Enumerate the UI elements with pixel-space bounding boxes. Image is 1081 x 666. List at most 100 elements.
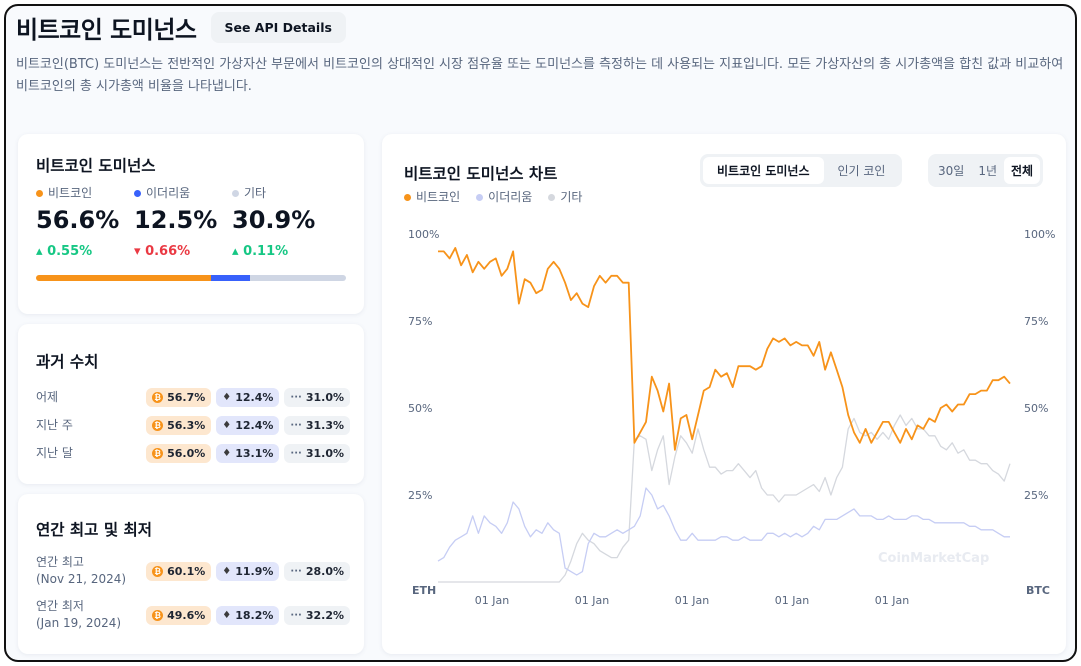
other-change-value: 0.11% — [243, 244, 289, 259]
see-api-details-button[interactable]: See API Details — [210, 12, 346, 43]
bitcoin-icon: ₿ — [152, 392, 164, 403]
legend-btc-label: 비트코인 — [48, 186, 93, 200]
btc-change-value: 0.55% — [47, 244, 93, 259]
eth-pill-value: 13.1% — [235, 447, 274, 460]
more-icon: ··· — [290, 609, 302, 621]
other-dot-icon — [548, 194, 556, 201]
y-tick-label-left: 75% — [408, 315, 432, 328]
bitcoin-icon: ₿ — [152, 565, 164, 577]
range-tab-group: 30일 1년 전체 — [928, 154, 1044, 187]
eth-pill-value: 18.2% — [235, 608, 274, 622]
ethereum-icon: ♦ — [222, 565, 232, 577]
other-pill: ··· 31.0% — [284, 444, 350, 463]
other-pill-value: 32.2% — [305, 608, 344, 622]
history-row: 지난 달 ₿ 56.0% ♦ 13.1% ··· 31.0% — [36, 444, 350, 463]
btc-pill: ₿ 56.3% — [146, 416, 212, 435]
x-tick-label: 01 Jan — [875, 594, 909, 607]
chart-legend-btc: 비트코인 — [404, 188, 460, 205]
chart-legend-other-label: 기타 — [560, 190, 583, 204]
caret-down-icon: ▾ — [134, 244, 146, 259]
chart-card: 비트코인 도미넌스 차트 비트코인 도미넌스 인기 코인 30일 1년 전체 비… — [382, 134, 1066, 654]
eth-pill-value: 12.4% — [235, 419, 274, 432]
eth-dot-icon — [134, 190, 141, 197]
page-description: 비트코인(BTC) 도미넌스는 전반적인 가상자산 부문에서 비트코인의 상대적… — [16, 57, 1064, 94]
other-change: ▴ 0.11% — [232, 244, 330, 259]
other-dot-icon — [232, 190, 239, 197]
range-30d[interactable]: 30일 — [938, 164, 965, 178]
dominance-card: 비트코인 도미넌스 비트코인 이더리움 기타 56.6% 12.5% 30.9%… — [18, 134, 364, 314]
range-all[interactable]: 전체 — [1004, 157, 1041, 184]
yearly-card: 연간 최고 및 최저 연간 최고 (Nov 21, 2024) ₿ 60.1% ♦ 1… — [18, 494, 364, 654]
dominance-chart[interactable]: 100% 100% 75% 75% 50% 50% 25% 25% ETH BTC 01 Jan 01… — [382, 134, 1066, 654]
eth-dot-icon — [476, 194, 484, 201]
chart-tab-group: 비트코인 도미넌스 인기 코인 — [700, 154, 903, 187]
legend-other-label: 기타 — [244, 186, 267, 200]
dominance-card-title: 비트코인 도미넌스 — [36, 157, 156, 175]
ethereum-icon: ♦ — [222, 609, 232, 621]
eth-pill: ♦ 12.4% — [216, 416, 280, 435]
btc-pill: ₿ 49.6% — [146, 605, 212, 625]
chart-legend-eth-label: 이더리움 — [488, 190, 533, 204]
eth-pill: ♦ 18.2% — [216, 605, 280, 625]
other-pill-value: 31.0% — [305, 447, 344, 460]
y-tick-label-right: 25% — [1024, 489, 1048, 502]
tab-bitcoin-dominance[interactable]: 비트코인 도미넌스 — [703, 157, 824, 184]
btc-share-segment — [36, 275, 212, 281]
eth-pill-value: 11.9% — [235, 564, 274, 578]
dominance-share-bar — [36, 275, 346, 281]
btc-dominance-value: 56.6% — [36, 206, 120, 234]
eth-pill: ♦ 12.4% — [216, 388, 280, 407]
x-tick-label: 01 Jan — [475, 594, 509, 607]
page-title: 비트코인 도미넌스 — [16, 16, 197, 44]
btc-pill: ₿ 56.0% — [146, 444, 212, 463]
btc-pill-value: 56.0% — [167, 447, 206, 460]
chart-legend: 비트코인 이더리움 기타 — [404, 188, 582, 205]
y-tick-label-left: 25% — [408, 489, 432, 502]
chart-legend-eth: 이더리움 — [476, 188, 532, 205]
more-icon: ··· — [290, 565, 302, 577]
series-line-2 — [438, 414, 1011, 583]
other-pill: ··· 31.0% — [284, 388, 350, 407]
more-icon: ··· — [290, 420, 302, 431]
history-row-label: 지난 주 — [36, 418, 73, 432]
btc-change: ▴ 0.55% — [36, 244, 134, 259]
btc-pill: ₿ 56.7% — [146, 388, 212, 407]
x-tick-label: 01 Jan — [575, 594, 609, 607]
history-card-title: 과거 수치 — [36, 353, 99, 371]
x-tick-label: 01 Jan — [775, 594, 809, 607]
ethereum-icon: ♦ — [222, 420, 232, 431]
history-row: 어제 ₿ 56.7% ♦ 12.4% ··· 31.0% — [36, 388, 350, 407]
chart-legend-btc-label: 비트코인 — [416, 190, 461, 204]
yearly-card-title: 연간 최고 및 최저 — [36, 521, 153, 539]
y-tick-label-right: 100% — [1024, 228, 1055, 241]
chart-title: 비트코인 도미넌스 차트 — [404, 165, 558, 183]
yearly-row-label: 연간 최고 (Nov 21, 2024) — [36, 554, 126, 588]
btc-pill-value: 49.6% — [167, 608, 206, 622]
y-tick-label-right: 50% — [1024, 402, 1048, 415]
other-dominance-value: 30.9% — [232, 206, 316, 234]
yearly-row-title: 연간 최고 — [36, 555, 84, 569]
yearly-row-date: (Jan 19, 2024) — [36, 616, 122, 630]
axis-name-left: ETH — [412, 584, 436, 597]
caret-up-icon: ▴ — [36, 244, 48, 259]
x-tick-label: 01 Jan — [675, 594, 709, 607]
yearly-row-title: 연간 최저 — [36, 599, 84, 613]
yearly-row: 연간 최고 (Nov 21, 2024) ₿ 60.1% ♦ 11.9% ··· 28.… — [36, 554, 350, 588]
series-line-1 — [437, 487, 1010, 576]
yearly-row-date: (Nov 21, 2024) — [36, 572, 127, 586]
legend-eth-label: 이더리움 — [146, 186, 191, 200]
dominance-changes: ▴ 0.55% ▾ 0.66% ▴ 0.11% — [36, 244, 330, 259]
legend-eth: 이더리움 — [134, 184, 232, 201]
eth-pill: ♦ 13.1% — [216, 444, 280, 463]
bitcoin-icon: ₿ — [152, 609, 164, 621]
btc-pill-value: 56.3% — [167, 419, 206, 432]
legend-other: 기타 — [232, 184, 330, 201]
eth-change: ▾ 0.66% — [134, 244, 232, 259]
eth-dominance-value: 12.5% — [134, 206, 218, 234]
other-share-segment — [250, 275, 346, 281]
page-frame: 비트코인 도미넌스 See API Details 비트코인(BTC) 도미넌스… — [4, 4, 1077, 662]
range-1y[interactable]: 1년 — [978, 164, 997, 178]
eth-pill-value: 12.4% — [235, 391, 274, 404]
btc-pill-value: 56.7% — [167, 391, 206, 404]
tab-popular-coins[interactable]: 인기 코인 — [837, 164, 886, 178]
